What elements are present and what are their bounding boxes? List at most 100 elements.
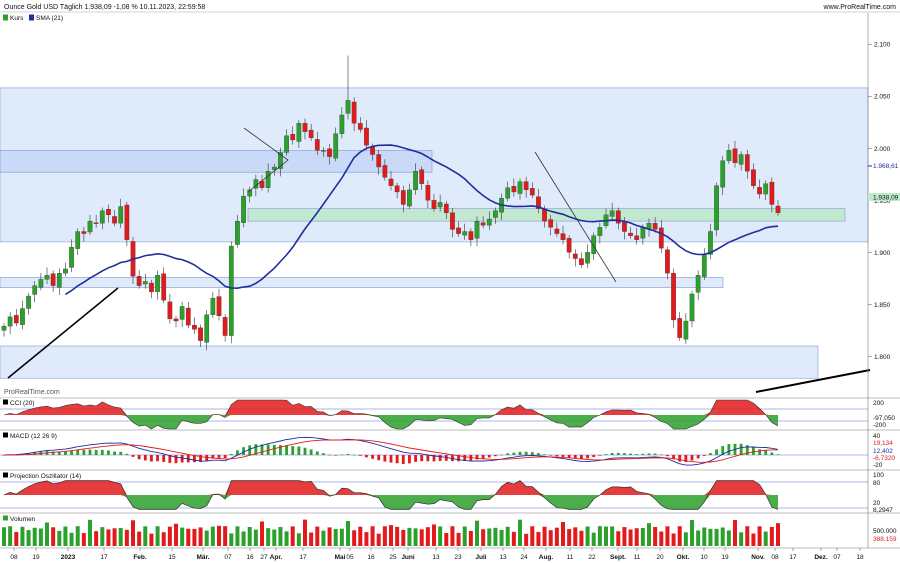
last-price-label: 1.938,09 — [868, 193, 900, 202]
macd-histogram-bar — [346, 453, 350, 455]
macd-histogram-bar — [100, 449, 104, 455]
candle-113 — [695, 275, 701, 293]
volume-bar — [284, 531, 289, 546]
macd-histogram-bar — [770, 452, 774, 455]
volume-bar — [57, 530, 62, 546]
macd-histogram-bar — [530, 452, 534, 455]
macd-legend: MACD (12 26 9) — [10, 433, 57, 440]
macd-histogram-bar — [555, 455, 559, 457]
x-tick-label: 05 — [346, 554, 354, 561]
macd-histogram-bar — [236, 450, 239, 455]
candle-35 — [216, 296, 222, 316]
volume-bar — [591, 532, 596, 546]
volume-bar — [511, 531, 516, 546]
x-tick-label: 13 — [432, 554, 440, 561]
x-tick-label: 13 — [499, 554, 507, 561]
volume-bar — [266, 528, 271, 546]
trendline-up-left — [7, 287, 119, 379]
volume-bar — [352, 530, 357, 546]
volume-bar — [462, 526, 467, 546]
volume-bar — [124, 529, 129, 546]
candle-22 — [136, 276, 142, 286]
volume-bar — [475, 520, 479, 546]
macd-histogram-bar — [623, 453, 626, 455]
trendline-down-aug — [534, 151, 617, 283]
price-axis: 2.100 2.050 2.000 1.950 1.900 1.850 1.800 — [868, 42, 891, 361]
proj-value: 8,2947 — [873, 507, 893, 514]
macd-histogram-bar — [309, 449, 313, 455]
volume-bar — [217, 525, 221, 546]
candle-43 — [265, 171, 271, 188]
candle-59 — [364, 127, 369, 146]
macd-histogram-bar — [764, 450, 768, 455]
candle-23 — [142, 281, 148, 285]
macd-histogram-bar — [137, 455, 141, 460]
x-tick-label: 20 — [656, 554, 664, 561]
macd-histogram-bar — [684, 455, 688, 462]
macd-histogram-bar — [199, 455, 202, 463]
macd-histogram-bar — [659, 454, 663, 456]
volume-value: 388.159 — [873, 536, 897, 543]
candle-51 — [314, 139, 320, 151]
macd-label-3: -6,7320 — [873, 455, 895, 462]
candle-33 — [204, 314, 210, 343]
candle-86 — [529, 188, 535, 196]
macd-histogram-bar — [94, 449, 98, 455]
x-tick-label: 18 — [856, 554, 864, 561]
candle-66 — [407, 189, 412, 207]
candle-8 — [50, 273, 56, 286]
candle-80 — [493, 210, 498, 218]
candle-82 — [505, 187, 511, 199]
candle-63 — [388, 178, 394, 186]
candle-92 — [566, 238, 572, 253]
volume-bar — [333, 528, 338, 546]
volume-bar — [505, 526, 510, 546]
macd-histogram-bar — [285, 445, 288, 455]
macd-histogram-bar — [512, 452, 516, 455]
macd-histogram-bar — [727, 444, 731, 455]
macd-histogram-bar — [340, 454, 344, 456]
candle-107 — [658, 227, 664, 249]
macd-histogram-bar — [616, 452, 620, 455]
volume-bar — [389, 525, 393, 546]
volume-bar — [665, 526, 670, 546]
candle-47 — [290, 134, 296, 141]
volume-bar — [364, 532, 369, 546]
volume-bar — [702, 527, 707, 546]
volume-bar — [174, 523, 178, 546]
candle-60 — [370, 146, 375, 155]
candle-65 — [400, 190, 406, 205]
candle-1 — [7, 316, 13, 327]
cci-tick-neg200: -200 — [873, 422, 886, 429]
volume-bar — [481, 529, 486, 546]
candle-96 — [591, 235, 597, 255]
candle-32 — [198, 327, 203, 341]
volume-bar — [272, 529, 277, 546]
x-tick-label: Apr. — [270, 554, 283, 561]
candle-58 — [357, 123, 363, 130]
x-tick-label: 16 — [246, 554, 254, 561]
volume-bar — [604, 526, 608, 546]
volume-bar — [542, 526, 547, 546]
volume-bar — [567, 529, 572, 546]
candle-46 — [284, 135, 289, 153]
macd-histogram-bar — [401, 455, 405, 464]
candle-48 — [296, 123, 302, 142]
macd-histogram-bar — [537, 453, 540, 455]
candle-62 — [382, 165, 388, 178]
volume-bar — [561, 521, 565, 546]
x-tick-label: 17 — [299, 554, 307, 561]
macd-histogram-bar — [254, 444, 258, 455]
macd-histogram-bar — [76, 449, 80, 455]
candle-100 — [615, 210, 621, 224]
x-tick-label: 23 — [454, 554, 462, 561]
volume-bar — [438, 526, 443, 546]
candle-55 — [339, 114, 345, 134]
cci-value: -97,050 — [873, 415, 895, 422]
candle-85 — [523, 181, 529, 191]
macd-histogram-bar — [70, 450, 73, 455]
macd-histogram-bar — [358, 455, 362, 456]
volume-bar — [640, 528, 645, 546]
macd-histogram-bar — [715, 449, 718, 455]
